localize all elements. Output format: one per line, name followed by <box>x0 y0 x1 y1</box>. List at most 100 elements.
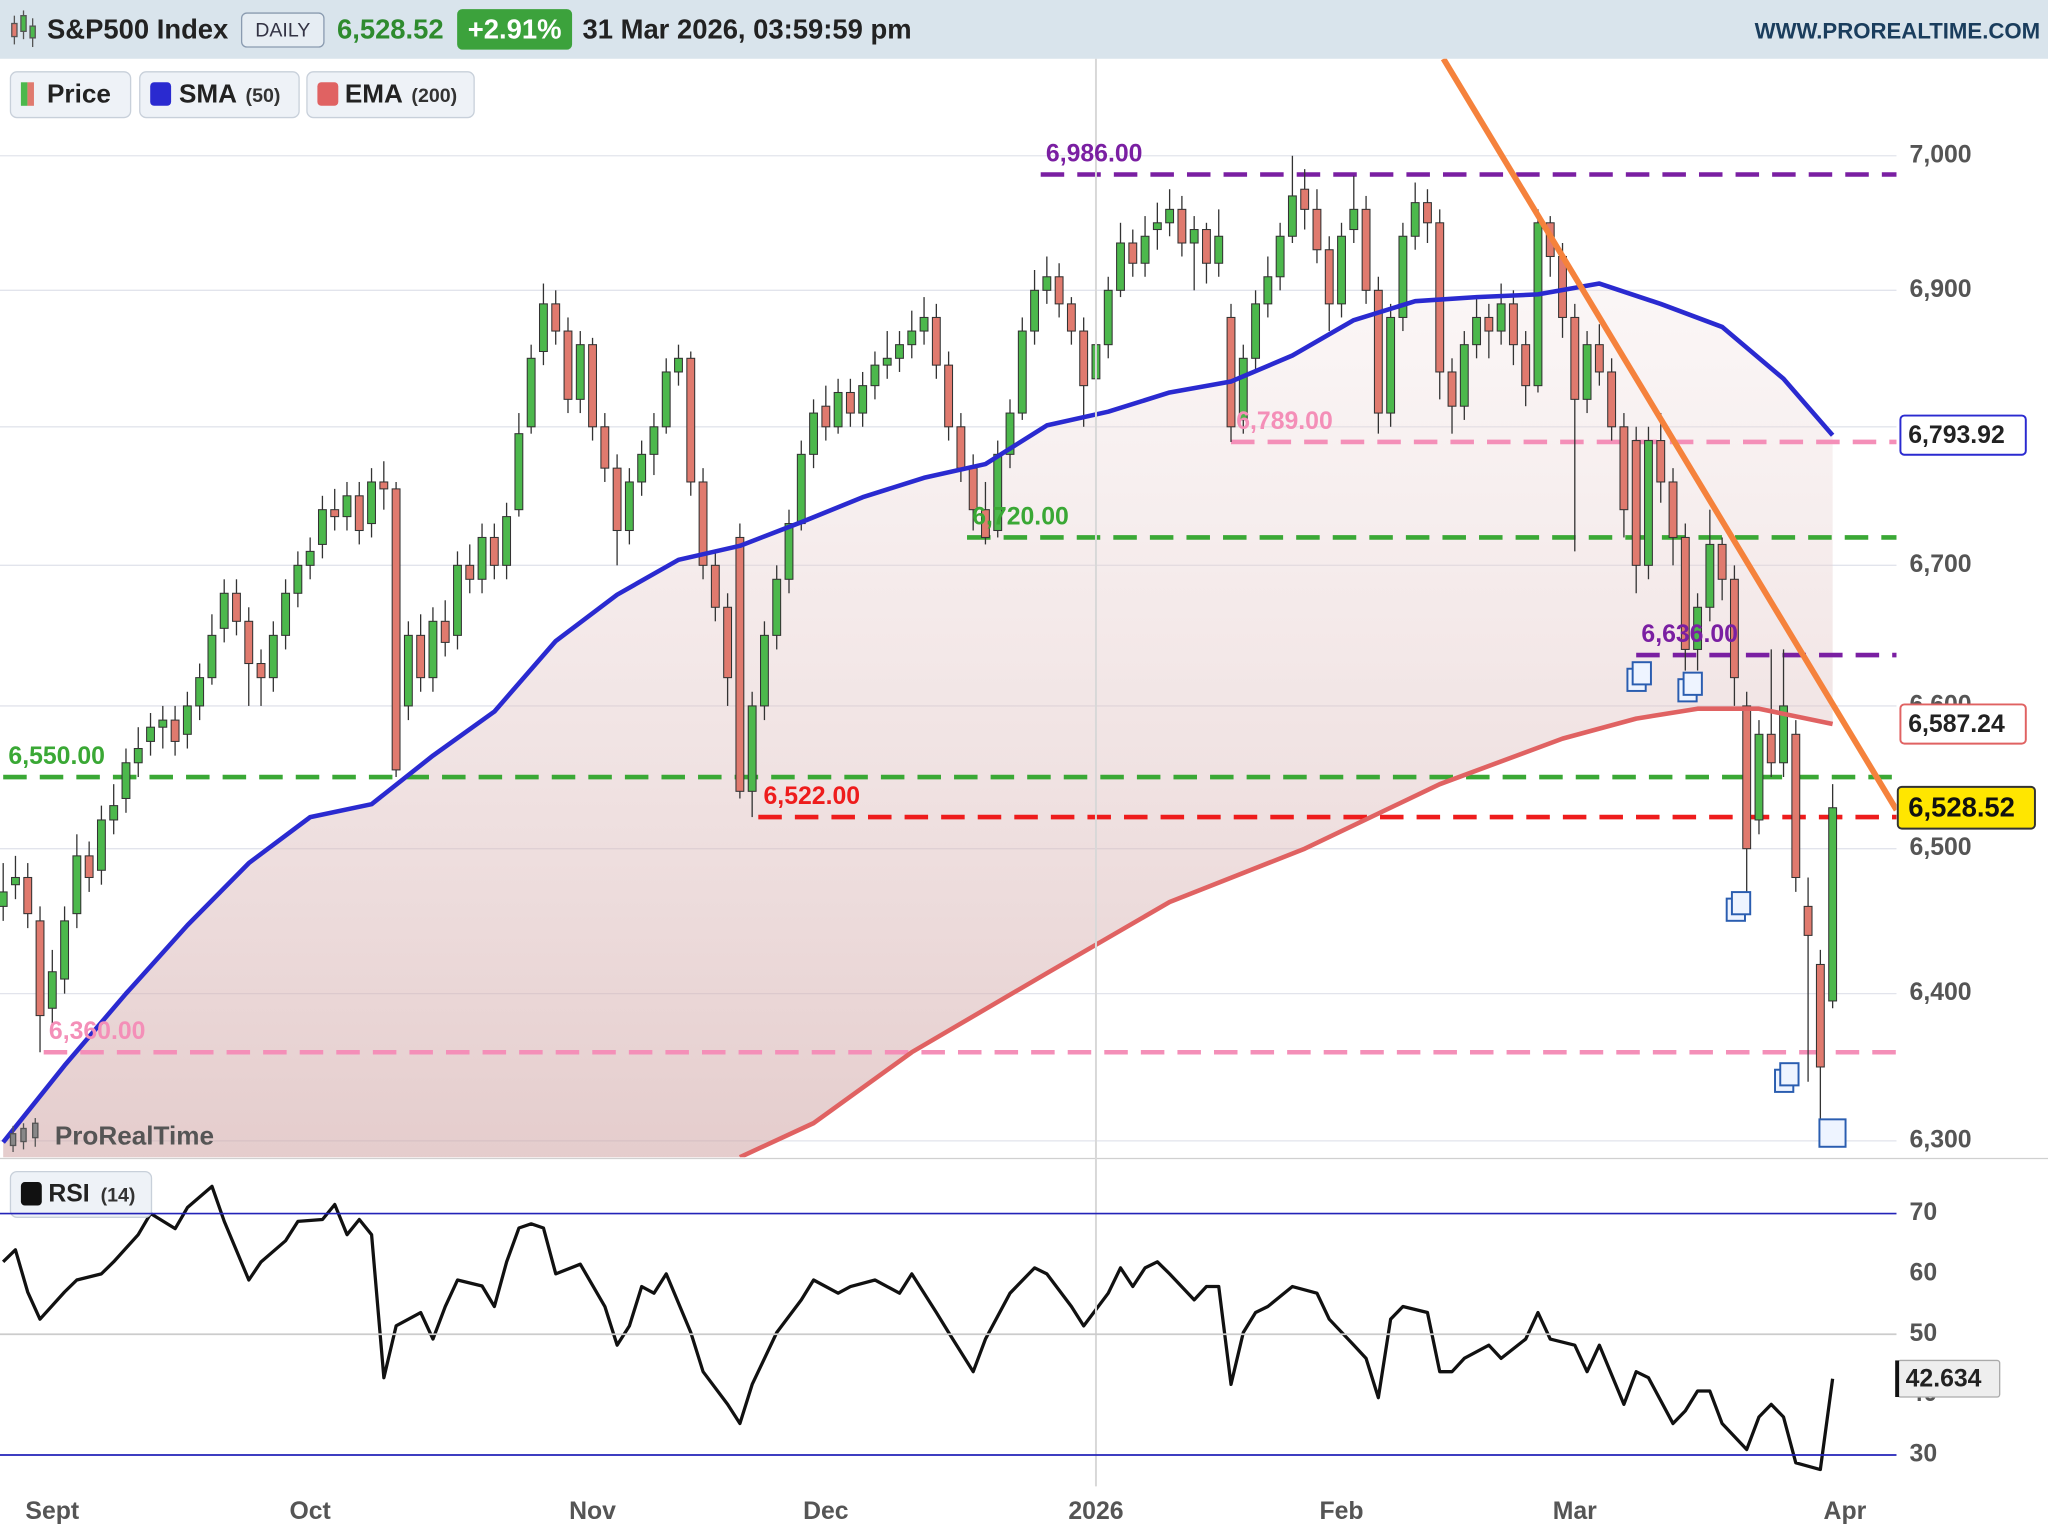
candle-body <box>72 855 82 915</box>
candle-body <box>588 344 597 428</box>
candle-body <box>1312 208 1322 251</box>
datetime: 31 Mar 2026, 03:59:59 pm <box>583 14 912 45</box>
candle-body <box>796 453 806 525</box>
candle-body <box>1472 316 1482 346</box>
candle-body <box>821 405 831 428</box>
legend-label: SMA <box>179 78 237 108</box>
candle-body <box>698 481 708 566</box>
candle-body <box>1140 235 1150 264</box>
level-label: 6,986.00 <box>1046 140 1143 167</box>
x-tick-label: Nov <box>569 1498 616 1525</box>
y-tick-label: 6,700 <box>1910 551 1972 578</box>
legend-swatch <box>27 82 34 106</box>
candle-body <box>379 481 389 490</box>
candle-body <box>1275 235 1285 278</box>
candle-body <box>600 426 610 469</box>
candle-body <box>440 620 450 643</box>
candle-body <box>612 467 622 532</box>
candle-body <box>1656 440 1666 483</box>
legend-period: (50) <box>246 85 281 107</box>
candle-body <box>281 592 291 636</box>
candle-body <box>907 330 917 346</box>
candle-body <box>1693 606 1703 650</box>
rsi-line <box>1 1184 1835 1472</box>
candle-body <box>232 592 241 622</box>
legend-swatch <box>317 82 339 106</box>
y-tick-label: 6,900 <box>1910 276 1972 303</box>
watermark: ProRealTime <box>55 1121 214 1151</box>
candle-body <box>1410 202 1420 237</box>
candle-body <box>1484 316 1494 332</box>
candle-body <box>1644 440 1653 566</box>
legend-label: RSI <box>48 1181 89 1208</box>
candle-body <box>551 303 561 332</box>
candle-body <box>637 453 647 483</box>
header-bar <box>0 0 2048 59</box>
x-tick-label: 2026 <box>1068 1498 1123 1525</box>
candle-body <box>1103 289 1113 346</box>
candle-body <box>403 634 413 707</box>
price-value-label: 6,528.52 <box>1908 791 2015 822</box>
y-tick-label: 6,300 <box>1910 1126 1972 1153</box>
level-label: 6,720.00 <box>972 503 1069 530</box>
x-tick-label: Oct <box>289 1498 330 1525</box>
candle-body <box>158 719 168 728</box>
candle-body <box>317 509 327 545</box>
change: +2.91% <box>468 14 562 45</box>
candle-body <box>182 705 192 735</box>
candle-body <box>870 364 880 387</box>
candle-body <box>1594 344 1604 373</box>
candle-body <box>1238 357 1248 421</box>
candle-body <box>1459 344 1469 407</box>
rsi-value-label: 42.634 <box>1906 1366 1982 1393</box>
legend-rsi[interactable] <box>9 1170 153 1218</box>
candle-body <box>207 634 217 679</box>
candle-body <box>944 364 954 428</box>
candle-body <box>661 371 671 428</box>
candle-body <box>882 357 892 366</box>
candle-body <box>416 634 426 679</box>
candle-body <box>747 705 757 792</box>
candle-body <box>1582 344 1592 400</box>
candle-body <box>84 855 94 879</box>
candle-body <box>1521 344 1531 387</box>
candle-body <box>170 719 180 742</box>
legend-sma[interactable] <box>139 71 300 119</box>
candle-body <box>931 316 941 366</box>
candle-body <box>956 426 966 469</box>
candle-body <box>1717 543 1727 580</box>
candle-body <box>502 516 512 566</box>
note-icons <box>1626 661 1847 1148</box>
candle-body <box>981 509 990 538</box>
candle-body <box>1349 208 1359 231</box>
legend-price[interactable] <box>9 71 132 119</box>
timeframe-box[interactable] <box>240 12 325 48</box>
candle-body <box>1214 235 1224 264</box>
candle-body <box>1177 208 1187 244</box>
candle-body <box>219 592 229 629</box>
level-label: 6,789.00 <box>1236 408 1333 435</box>
candle-body <box>146 726 155 742</box>
candle-body <box>23 876 33 915</box>
rsi-value-bar <box>1895 1360 1900 1398</box>
candle-body <box>575 344 585 400</box>
candle-body <box>1042 276 1052 291</box>
candle-body <box>674 357 683 373</box>
timeframe: DAILY <box>255 20 310 42</box>
candle-body <box>772 578 782 636</box>
x-tick-label: Mar <box>1553 1498 1597 1525</box>
candle-body <box>735 536 745 792</box>
rsi-plot <box>1 1184 1835 1472</box>
candle-body <box>1030 289 1040 332</box>
candle-body <box>35 920 45 1017</box>
legend-period: (200) <box>411 85 457 107</box>
candle-body <box>919 316 929 332</box>
level-label: 6,360.00 <box>49 1018 146 1045</box>
candle-body <box>1815 963 1825 1068</box>
level-label: 6,522.00 <box>764 783 861 810</box>
y-tick-label: 6,400 <box>1910 979 1972 1006</box>
candle-body <box>1226 316 1236 428</box>
legend-ema[interactable] <box>306 71 475 119</box>
ma-line <box>738 706 1834 1158</box>
